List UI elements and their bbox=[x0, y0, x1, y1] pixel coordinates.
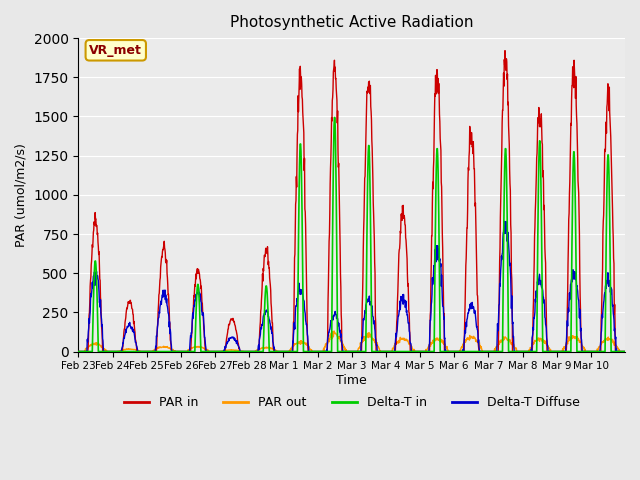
Text: VR_met: VR_met bbox=[90, 44, 142, 57]
X-axis label: Time: Time bbox=[337, 374, 367, 387]
Legend: PAR in, PAR out, Delta-T in, Delta-T Diffuse: PAR in, PAR out, Delta-T in, Delta-T Dif… bbox=[119, 391, 584, 414]
Y-axis label: PAR (umol/m2/s): PAR (umol/m2/s) bbox=[15, 143, 28, 247]
Title: Photosynthetic Active Radiation: Photosynthetic Active Radiation bbox=[230, 15, 474, 30]
